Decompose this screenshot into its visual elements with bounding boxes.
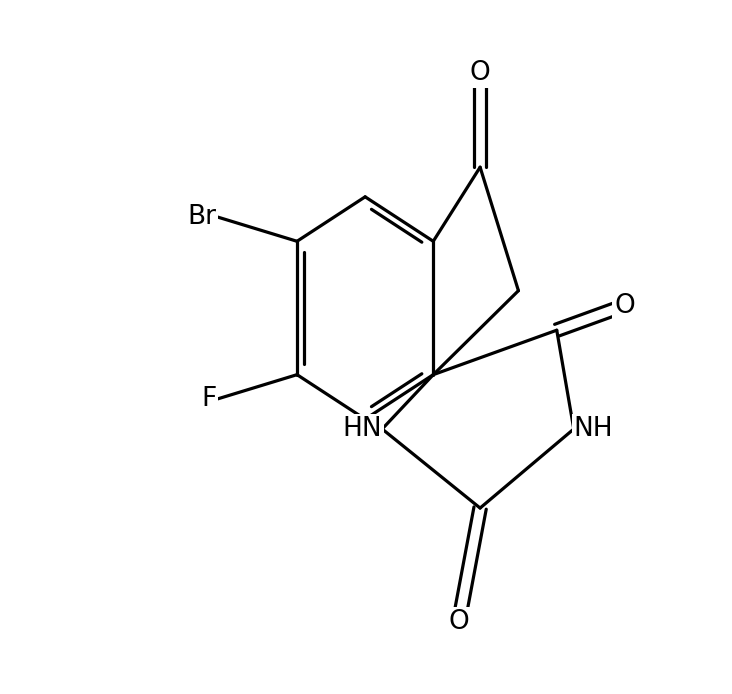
Text: F: F bbox=[201, 387, 216, 412]
Text: HN: HN bbox=[343, 416, 382, 442]
Text: NH: NH bbox=[574, 416, 613, 442]
Text: O: O bbox=[449, 609, 469, 634]
Text: O: O bbox=[470, 60, 490, 86]
Text: Br: Br bbox=[187, 203, 216, 230]
Text: O: O bbox=[614, 292, 635, 319]
